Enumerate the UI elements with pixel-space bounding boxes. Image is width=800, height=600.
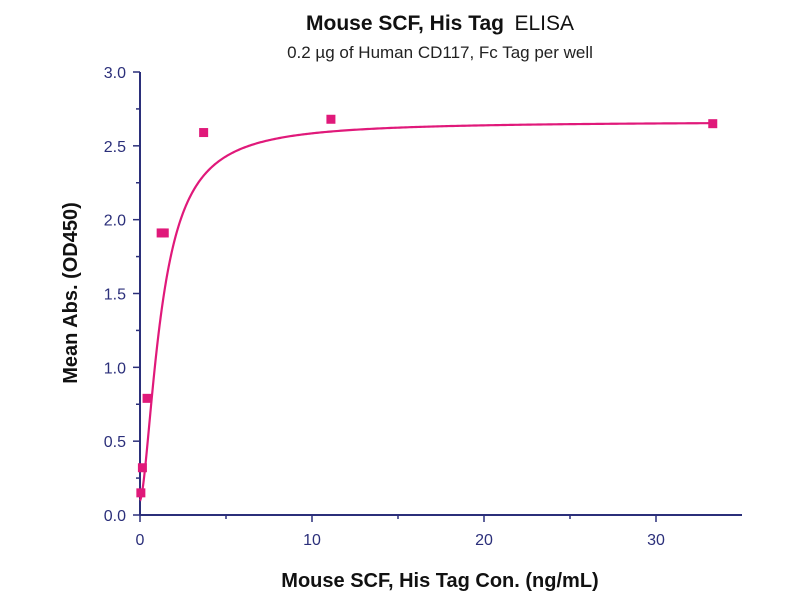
y-tick-label: 1.5 bbox=[104, 287, 126, 304]
fit-curve-group bbox=[139, 122, 713, 502]
y-tick-label: 2.0 bbox=[104, 213, 126, 230]
x-tick-label: 20 bbox=[475, 532, 493, 549]
data-point bbox=[199, 128, 209, 138]
data-point bbox=[136, 488, 146, 498]
ticks: 0 10 20 30 0.0 0.5 1.0 1.5 2.0 2.5 3.0 bbox=[104, 65, 665, 549]
axes bbox=[139, 72, 742, 516]
y-tick-label: 2.5 bbox=[104, 139, 126, 156]
data-point bbox=[159, 228, 169, 238]
data-point bbox=[142, 393, 152, 403]
y-tick-label: 0.5 bbox=[104, 434, 126, 451]
y-tick-label: 1.0 bbox=[104, 360, 126, 377]
data-point bbox=[137, 463, 147, 473]
x-tick-label: 30 bbox=[647, 532, 665, 549]
fit-curve bbox=[139, 122, 713, 502]
data-point bbox=[708, 119, 718, 129]
x-tick-label: 0 bbox=[136, 532, 145, 549]
chart-title-bold: Mouse SCF, His Tag bbox=[306, 12, 504, 35]
chart-title-normal: ELISA bbox=[514, 12, 574, 35]
y-tick-label: 0.0 bbox=[104, 508, 126, 525]
chart-subtitle: 0.2 µg of Human CD117, Fc Tag per well bbox=[287, 43, 593, 62]
y-axis-label: Mean Abs. (OD450) bbox=[60, 202, 82, 384]
data-point bbox=[326, 114, 336, 124]
data-points bbox=[136, 114, 718, 498]
y-tick-label: 3.0 bbox=[104, 65, 126, 82]
chart-title: Mouse SCF, His Tag ELISA bbox=[306, 12, 574, 35]
x-tick-label: 10 bbox=[303, 532, 321, 549]
x-axis-label: Mouse SCF, His Tag Con. (ng/mL) bbox=[281, 570, 598, 592]
